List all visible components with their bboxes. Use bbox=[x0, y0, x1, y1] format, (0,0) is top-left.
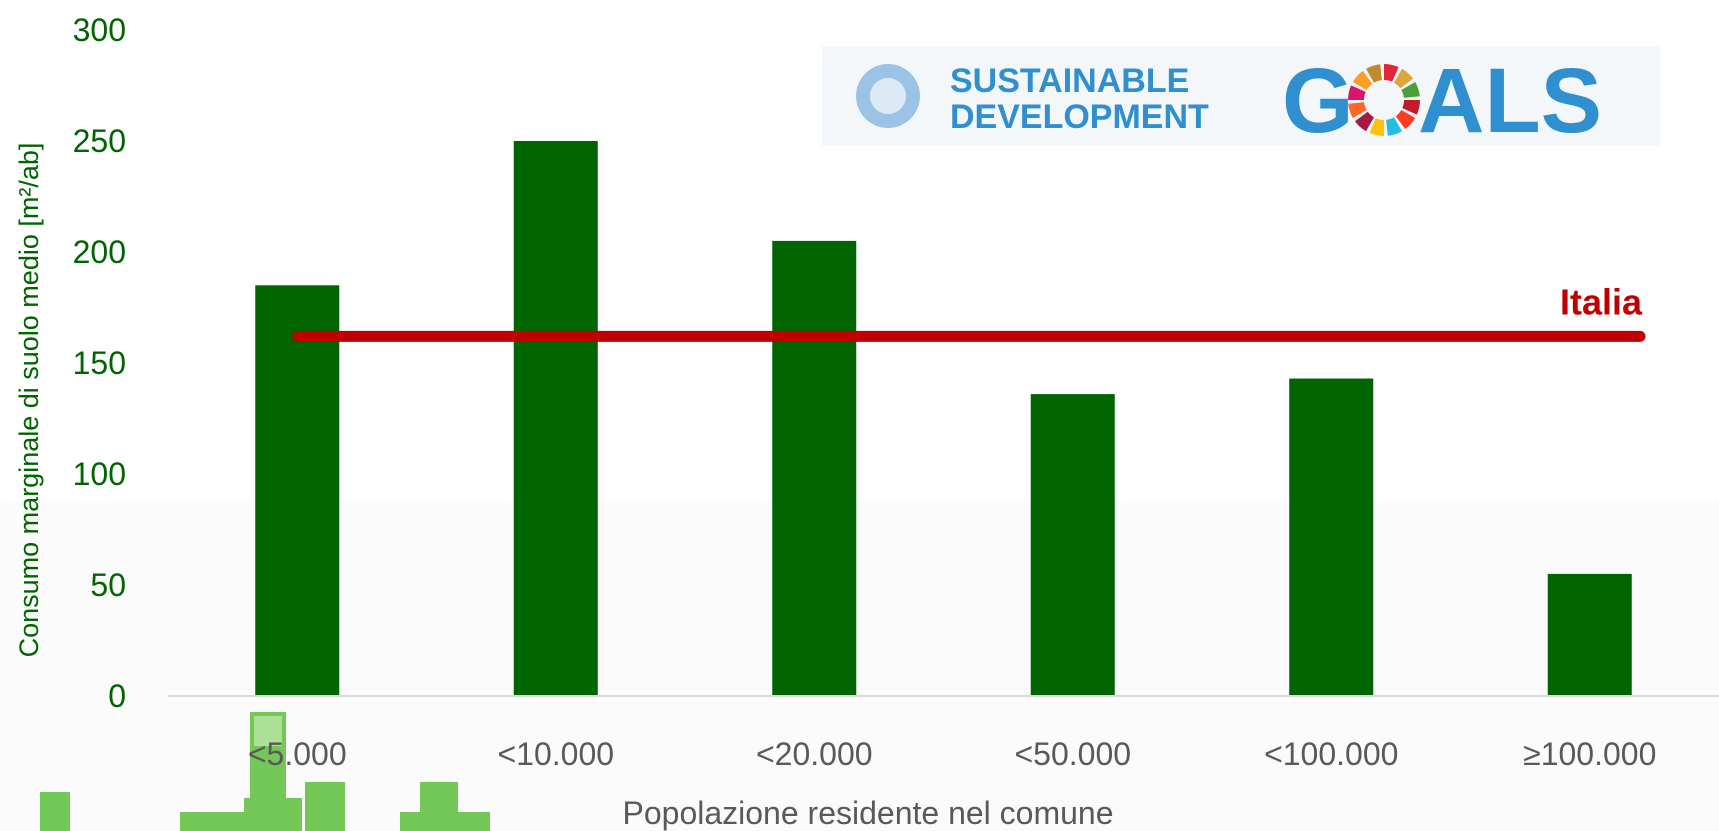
bar-3 bbox=[1030, 394, 1115, 696]
y-tick-label: 50 bbox=[90, 567, 126, 603]
bar-0 bbox=[255, 285, 340, 696]
sdg-wheel-segment bbox=[1386, 117, 1402, 136]
sdg-wheel-segment bbox=[1401, 82, 1420, 98]
sdg-wheel-segment bbox=[1352, 70, 1373, 90]
sdg-wheel-segment bbox=[1395, 110, 1416, 130]
x-axis-title: Popolazione residente nel comune bbox=[623, 795, 1114, 831]
y-axis-ticks: 0 50 100 150 200 250 300 bbox=[73, 12, 126, 714]
bars bbox=[255, 141, 1632, 696]
sdg-wheel-icon bbox=[1348, 64, 1420, 136]
un-emblem-inner-icon bbox=[870, 78, 906, 114]
sdg-wheel-segment bbox=[1348, 85, 1366, 100]
sdg-wheel-segment bbox=[1366, 64, 1382, 83]
y-tick-label: 100 bbox=[73, 456, 126, 492]
sdg-wheel-segment bbox=[1402, 100, 1420, 115]
logo-letter-g: G bbox=[1282, 50, 1354, 152]
y-tick-label: 150 bbox=[73, 345, 126, 381]
logo-line-2: DEVELOPMENT bbox=[950, 98, 1209, 136]
bar-4 bbox=[1289, 378, 1374, 696]
x-tick-label: <5.000 bbox=[248, 736, 347, 772]
x-axis-ticks: <5.000 <10.000 <20.000 <50.000 <100.000 ≥100.… bbox=[248, 736, 1657, 772]
y-axis-title: Consumo marginale di suolo medio [m²/ab] bbox=[14, 143, 44, 658]
y-tick-label: 250 bbox=[73, 123, 126, 159]
y-tick-label: 300 bbox=[73, 12, 126, 48]
sdg-logo: SUSTAINABLE DEVELOPMENT G ALS bbox=[822, 46, 1660, 152]
x-tick-label: <10.000 bbox=[497, 736, 614, 772]
logo-background bbox=[822, 46, 1660, 146]
logo-line-1: SUSTAINABLE bbox=[950, 62, 1189, 100]
sdg-wheel-segment bbox=[1369, 118, 1384, 136]
x-tick-label: <20.000 bbox=[756, 736, 873, 772]
sdg-wheel-segment bbox=[1384, 64, 1399, 82]
bar-5 bbox=[1547, 573, 1632, 696]
y-tick-label: 200 bbox=[73, 234, 126, 270]
x-tick-label: <100.000 bbox=[1264, 736, 1398, 772]
italia-reference-label: Italia bbox=[1560, 281, 1643, 322]
y-tick-label: 0 bbox=[108, 678, 126, 714]
x-tick-label: <50.000 bbox=[1014, 736, 1131, 772]
sdg-wheel-segment bbox=[1354, 111, 1374, 132]
x-tick-label: ≥100.000 bbox=[1523, 736, 1656, 772]
bar-1 bbox=[513, 141, 598, 696]
sdg-wheel-segment bbox=[1348, 102, 1367, 118]
sdg-wheel-segment bbox=[1394, 68, 1414, 89]
logo-letters-als: ALS bbox=[1418, 50, 1602, 152]
bar-2 bbox=[772, 240, 857, 696]
city-buildings-icon bbox=[40, 712, 490, 831]
